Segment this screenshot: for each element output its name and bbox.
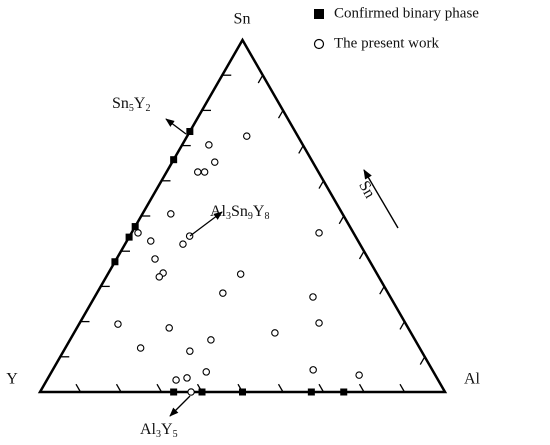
data-point [172,376,180,384]
tick-mark [277,383,284,393]
data-point [170,156,178,164]
data-point [151,255,159,263]
data-point [167,210,175,218]
tick-mark [379,286,385,295]
data-point [340,388,348,396]
annotation-label: Sn5Y2 [112,95,150,115]
annotation-label: Al3Sn9Y8 [210,203,269,223]
tick-mark [156,383,163,393]
data-point [187,388,195,396]
data-point [170,388,178,396]
data-point [186,128,194,136]
tick-mark [257,74,264,84]
data-point [315,229,323,237]
direction-arrow [363,169,399,229]
data-point [131,223,139,231]
data-point [207,336,215,344]
tick-mark [358,250,365,260]
tick-mark [75,383,82,393]
data-point [219,289,227,297]
annotation-arrow [189,211,223,237]
tick-mark [338,215,345,225]
data-point [147,237,155,245]
data-point [155,273,164,281]
tick-mark [318,383,325,393]
data-point [315,319,323,327]
data-point [211,158,219,166]
data-point [179,240,187,248]
data-point [193,168,202,176]
data-point [236,270,245,278]
tick-mark [115,383,122,393]
data-point [134,229,142,237]
vertex-label: Al [464,371,481,388]
data-point [200,168,209,176]
data-point [183,374,191,382]
tick-mark [399,321,406,330]
tick-mark [298,145,304,154]
tick-mark [277,110,284,119]
tick-mark [419,356,426,365]
data-point [205,141,213,149]
data-point [309,293,317,301]
data-point [202,368,211,376]
legend-label: The present work [334,35,439,51]
direction-label: Sn [355,178,378,201]
tick-mark [358,383,365,393]
data-point [243,132,251,140]
legend-marker [313,38,325,50]
data-point [239,388,246,396]
data-point [136,344,145,352]
annotation-arrow [169,395,191,417]
data-point [165,324,173,332]
annotation-label: Al3Y5 [140,421,178,441]
data-point [198,388,206,396]
data-point [309,366,317,374]
data-point [271,329,279,337]
data-point [114,320,122,328]
legend-marker [314,9,324,19]
data-point [111,258,119,266]
tick-mark [318,180,325,189]
annotation-arrow [165,118,187,135]
vertex-label: Sn [234,11,251,28]
data-point [307,388,315,396]
legend-label: Confirmed binary phase [334,5,479,21]
tick-mark [399,383,406,393]
data-point [125,233,133,241]
vertex-label: Y [6,371,18,388]
data-point [355,371,363,379]
data-point [186,347,194,355]
